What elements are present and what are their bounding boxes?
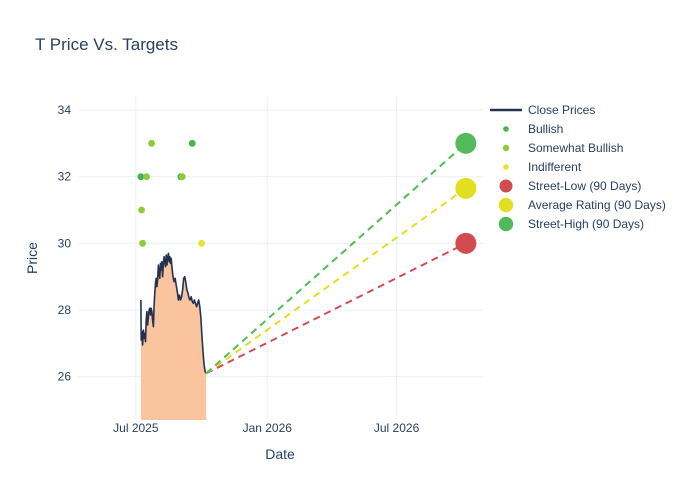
rating-dot: [188, 139, 196, 147]
rating-dot: [143, 173, 150, 181]
legend-dot-sample: [498, 216, 514, 232]
rating-dot: [198, 239, 205, 247]
rating-dot: [138, 206, 145, 214]
chart-title: T Price Vs. Targets: [35, 35, 178, 54]
legend-item[interactable]: Bullish: [503, 122, 563, 136]
y-tick-label: 30: [58, 236, 72, 250]
legend-dot-sample: [499, 179, 513, 193]
legend-item[interactable]: Indifferent: [503, 160, 582, 174]
legend-item[interactable]: Street-High (90 Days): [498, 216, 644, 232]
close-prices-line: [140, 252, 207, 374]
y-tick-label: 28: [58, 303, 72, 317]
target-projection-line: [205, 142, 467, 375]
legend-dot-sample: [502, 144, 510, 152]
legend-dot-sample: [498, 197, 514, 213]
target-marker: [455, 232, 477, 254]
legend-item[interactable]: Somewhat Bullish: [502, 141, 624, 155]
rating-dot: [178, 173, 186, 181]
rating-dot: [148, 139, 155, 147]
legend-item-label: Indifferent: [528, 160, 582, 174]
legend-item[interactable]: Close Prices: [490, 103, 595, 117]
legend-item-label: Bullish: [528, 122, 563, 136]
target-marker: [455, 132, 477, 154]
y-axis-ticks: 26 28 30 32 34: [58, 103, 72, 384]
legend-item-label: Close Prices: [528, 103, 595, 117]
legend-dot-sample: [503, 164, 509, 170]
legend-item-label: Somewhat Bullish: [528, 141, 623, 155]
y-tick-label: 34: [58, 103, 72, 117]
legend-item-label: Street-Low (90 Days): [528, 179, 641, 193]
legend-dot-sample: [503, 126, 509, 132]
y-tick-label: 32: [58, 170, 72, 184]
y-axis-label: Price: [24, 242, 40, 274]
gridlines: [78, 96, 483, 420]
close-prices-area: [140, 253, 207, 420]
rating-dot: [139, 239, 146, 247]
legend-item[interactable]: Street-Low (90 Days): [499, 179, 642, 193]
legend-item-label: Street-High (90 Days): [528, 217, 644, 231]
plot-area: [137, 132, 477, 420]
legend-item[interactable]: Average Rating (90 Days): [498, 197, 666, 213]
x-axis-ticks: Jul 2025 Jan 2026 Jul 2026: [113, 421, 419, 435]
x-axis-label: Date: [265, 446, 295, 462]
target-projection-line: [205, 242, 467, 375]
legend-item-label: Average Rating (90 Days): [528, 198, 666, 212]
target-projection-line: [205, 187, 467, 375]
y-tick-label: 26: [58, 370, 72, 384]
rating-dot: [137, 173, 145, 181]
legend: Close Prices Bullish Somewhat Bullish Indif…: [490, 103, 666, 232]
target-marker: [455, 177, 477, 199]
x-tick-label: Jan 2026: [243, 421, 293, 435]
x-tick-label: Jul 2025: [113, 421, 159, 435]
x-tick-label: Jul 2026: [374, 421, 420, 435]
